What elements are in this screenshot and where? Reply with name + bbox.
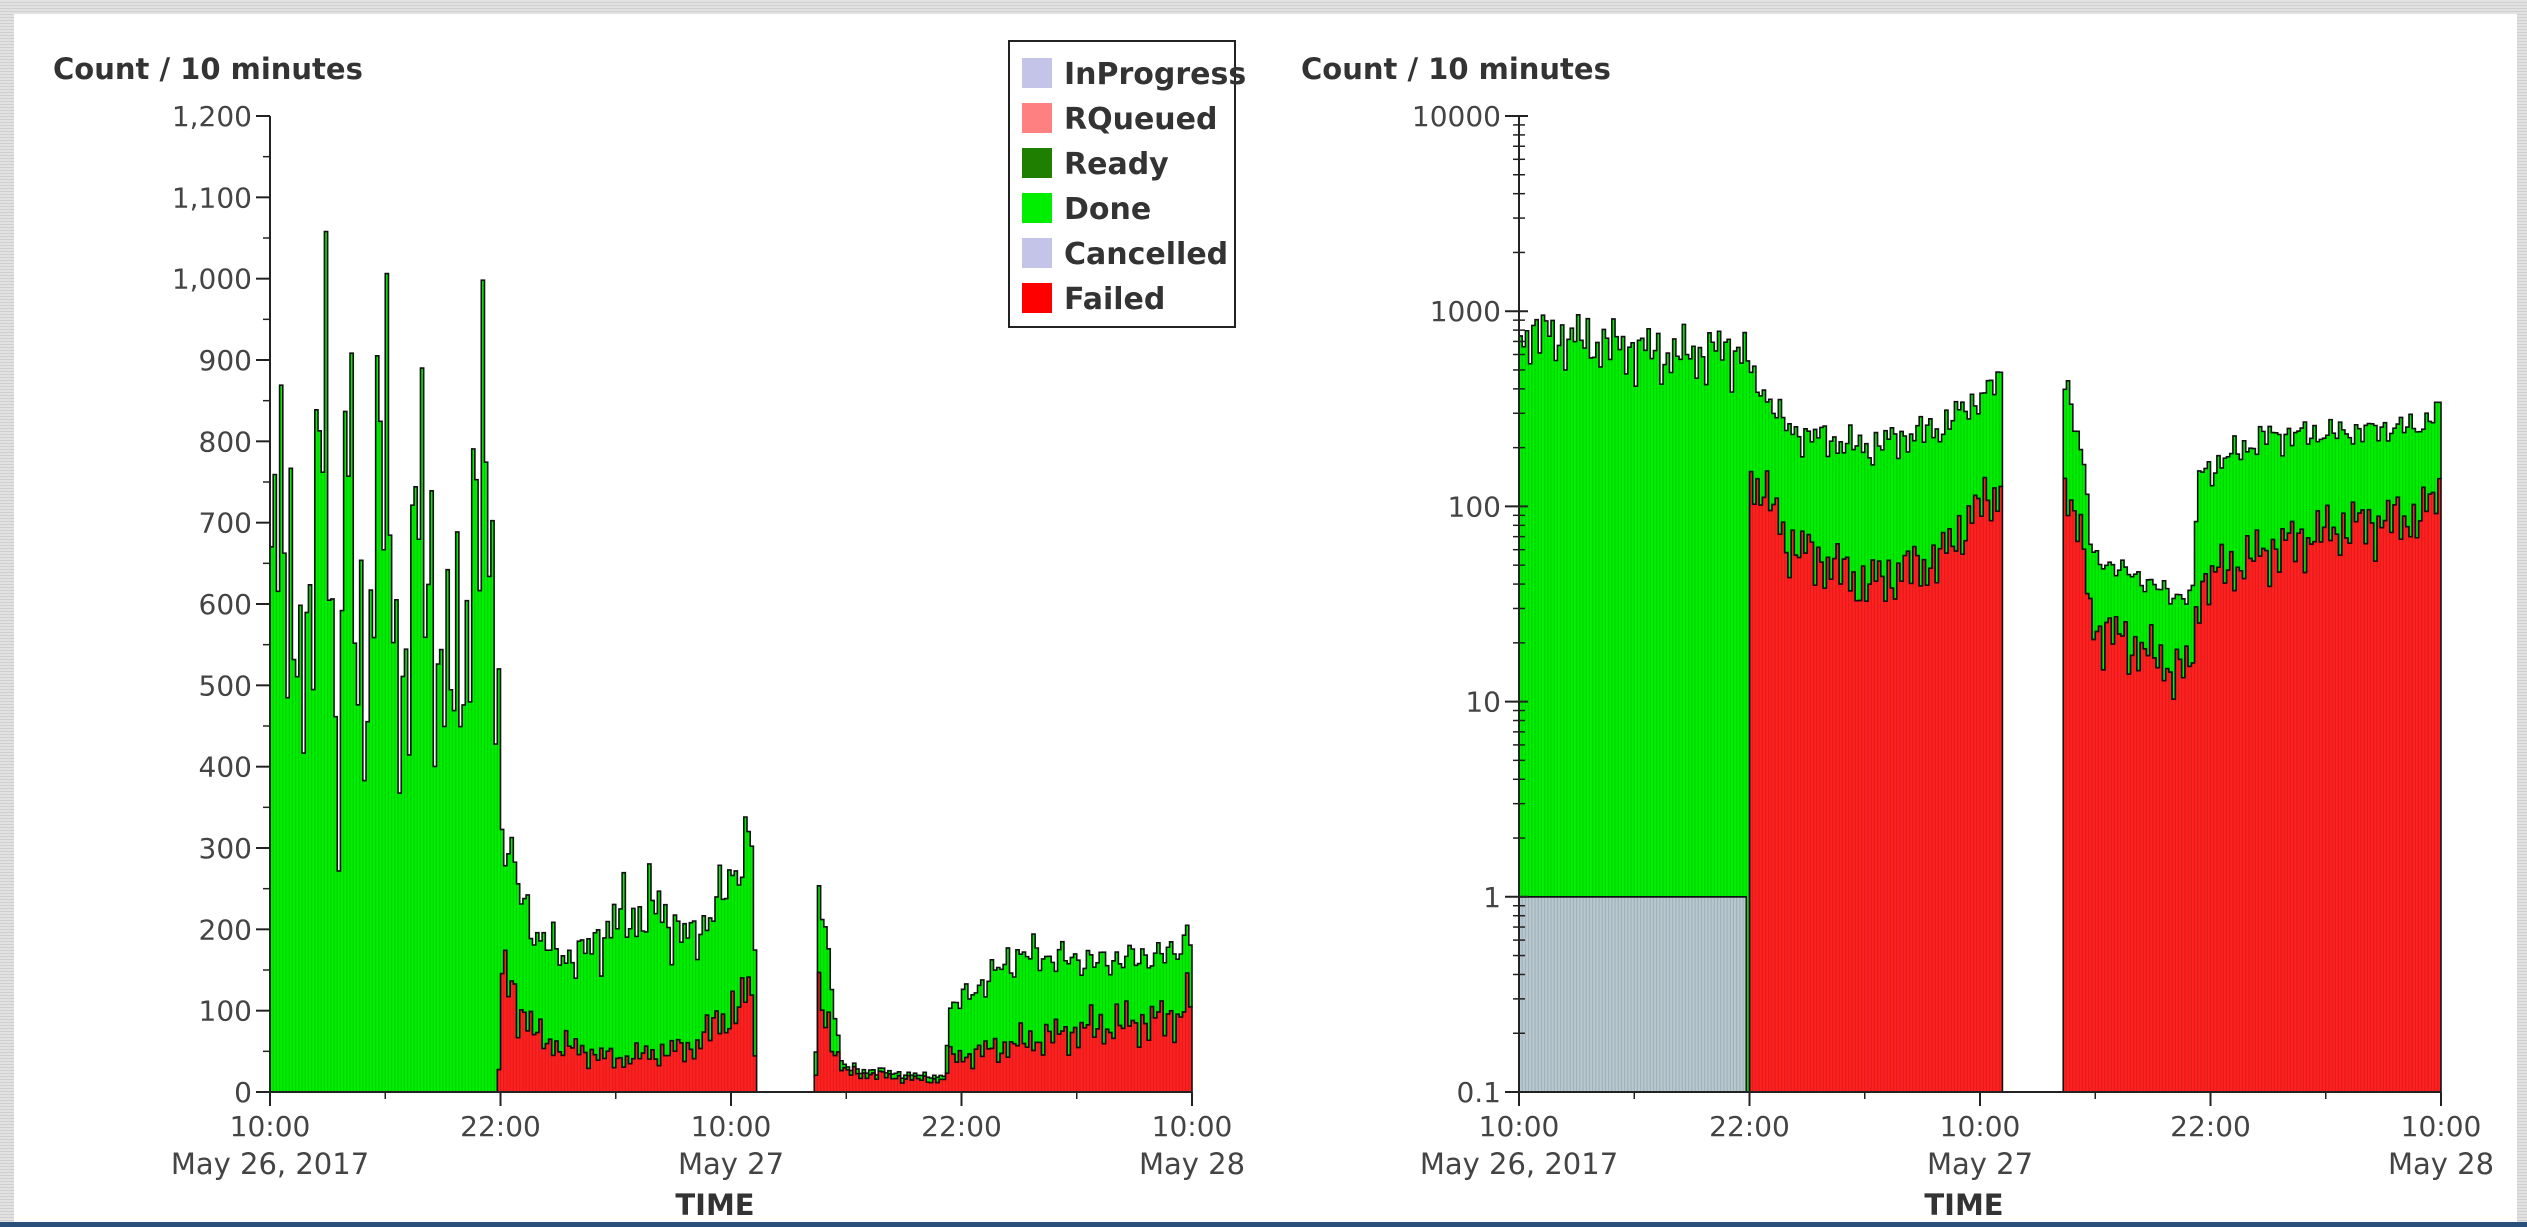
log-count-chart: Count / 10 minutes 0.1 1 10 100 1000 10000 10:… — [1301, 52, 2494, 1222]
taskbar-strip — [0, 1222, 2527, 1227]
legend-swatch-done — [1022, 193, 1052, 223]
legend-swatch-failed — [1022, 283, 1052, 313]
legend-swatch-cancelled — [1022, 238, 1052, 268]
y-tick-label: 200 — [199, 913, 252, 946]
x-tick-time-label: 10:00 — [691, 1110, 772, 1143]
x-tick-time-label: 22:00 — [460, 1110, 541, 1143]
y-tick-label: 0.1 — [1456, 1076, 1501, 1109]
x-tick-date-label: May 27 — [1927, 1147, 2033, 1181]
x-tick-date-label: May 26, 2017 — [171, 1147, 369, 1181]
legend-swatch-inprogress — [1022, 58, 1052, 88]
x-tick-time-label: 22:00 — [2170, 1110, 2251, 1143]
legend-label-rqueued: RQueued — [1064, 102, 1218, 137]
legend-swatch-ready — [1022, 148, 1052, 178]
y-tick-label: 1,200 — [172, 100, 252, 133]
x-tick-time-label: 10:00 — [1940, 1110, 2021, 1143]
series-done-area — [269, 230, 1193, 1093]
x-axis-title: TIME — [675, 1188, 754, 1222]
legend-label-done: Done — [1064, 192, 1151, 227]
data-areas — [1518, 314, 2442, 1093]
y-tick-label: 10 — [1465, 686, 1501, 719]
y-tick-label: 1000 — [1430, 295, 1501, 328]
x-tick-time-label: 10:00 — [1479, 1110, 1560, 1143]
legend-label-failed: Failed — [1064, 282, 1165, 317]
legend-swatch-rqueued — [1022, 103, 1052, 133]
y-tick-label: 500 — [199, 669, 252, 702]
y-tick-label: 0 — [234, 1076, 252, 1109]
y-tick-label: 10000 — [1412, 100, 1501, 133]
x-tick-time-label: 10:00 — [230, 1110, 311, 1143]
y-axis-label: Count / 10 minutes — [53, 52, 363, 86]
y-tick-label: 100 — [1448, 490, 1501, 523]
legend-box — [1008, 40, 1236, 328]
axes: 0.1 1 10 100 1000 10000 10:00 May 26, 2017 22:00… — [1412, 100, 2494, 1181]
series-done-area — [1518, 314, 2442, 1093]
legend-label-cancelled: Cancelled — [1064, 237, 1228, 272]
charts-svg: Count / 10 minutes 0 100 200 300 400 500 600 70… — [53, 40, 2494, 1222]
y-tick-label: 700 — [199, 507, 252, 540]
x-tick-time-label: 10:00 — [2401, 1110, 2482, 1143]
x-tick-date-label: May 27 — [678, 1147, 784, 1181]
x-tick-date-label: May 26, 2017 — [1420, 1147, 1618, 1181]
legend-items: InProgress RQueued Ready Done Cancelled Faile… — [1022, 57, 1246, 317]
axes: 0 100 200 300 400 500 600 700 800 900 1,000 1,100 1,… — [171, 100, 1245, 1181]
y-tick-label: 1 — [1483, 881, 1501, 914]
legend: InProgress RQueued Ready Done Cancelled Faile… — [1008, 40, 1246, 328]
x-tick-time-label: 22:00 — [1709, 1110, 1790, 1143]
x-tick-date-label: May 28 — [2388, 1147, 2494, 1181]
x-tick-time-label: 22:00 — [921, 1110, 1002, 1143]
x-axis-title: TIME — [1924, 1188, 2003, 1222]
y-tick-label: 600 — [199, 588, 252, 621]
x-tick-date-label: May 28 — [1139, 1147, 1245, 1181]
x-tick-time-label: 10:00 — [1152, 1110, 1233, 1143]
y-tick-label: 800 — [199, 425, 252, 458]
y-tick-label: 400 — [199, 751, 252, 784]
y-tick-label: 100 — [199, 995, 252, 1028]
chart-panel: Count / 10 minutes 0 100 200 300 400 500 600 70… — [14, 14, 2517, 1222]
series-cancelled-area — [1518, 896, 1748, 1093]
legend-label-inprogress: InProgress — [1064, 57, 1246, 92]
y-tick-label: 900 — [199, 344, 252, 377]
y-axis-label: Count / 10 minutes — [1301, 52, 1611, 86]
legend-label-ready: Ready — [1064, 147, 1169, 182]
y-tick-label: 300 — [199, 832, 252, 865]
y-tick-label: 1,100 — [172, 181, 252, 214]
y-tick-label: 1,000 — [172, 263, 252, 296]
